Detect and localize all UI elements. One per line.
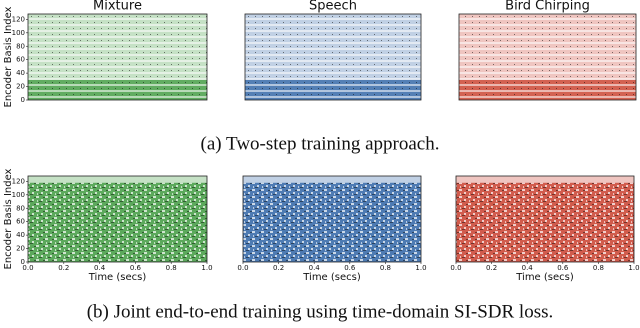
x-tick-label: 1.0 <box>628 264 639 272</box>
heatmap-texture <box>28 182 207 262</box>
heatmap-texture <box>28 14 207 100</box>
panel-title: Speech <box>309 0 357 14</box>
y-tick-label: 0 <box>21 258 25 266</box>
y-tick-label: 60 <box>16 56 25 64</box>
x-tick-label: 1.0 <box>201 264 212 272</box>
y-tick-label: 40 <box>16 69 25 77</box>
panel-frame <box>27 13 208 101</box>
panel-title: Mixture <box>93 0 142 14</box>
y-tick-label: 100 <box>12 191 25 199</box>
x-tick-label: 0.4 <box>522 264 534 272</box>
x-tick-label: 0.0 <box>22 264 33 272</box>
heatmap-texture <box>459 14 636 100</box>
heatmap-texture <box>456 182 634 262</box>
y-tick-label: 80 <box>16 42 25 50</box>
x-tick-label: 0.8 <box>166 264 177 272</box>
panel-frame <box>27 175 208 263</box>
y-tick-label: 80 <box>16 204 25 212</box>
x-axis-label: Time (secs) <box>302 272 361 283</box>
x-axis-label: Time (secs) <box>515 272 574 283</box>
panel-frame <box>455 175 635 263</box>
heatmap-top <box>243 176 421 183</box>
y-tick-label: 0 <box>21 96 25 104</box>
y-tick-label: 100 <box>12 29 25 37</box>
heatmap-top <box>456 176 634 183</box>
panel-frame <box>458 13 637 101</box>
y-tick-label: 20 <box>16 245 25 253</box>
y-tick-label: 40 <box>16 231 25 239</box>
x-tick-label: 0.0 <box>450 264 461 272</box>
y-tick-label: 20 <box>16 83 25 91</box>
x-tick-label: 0.2 <box>486 264 497 272</box>
heatmap-texture <box>245 14 421 100</box>
x-tick-label: 0.6 <box>344 264 356 272</box>
panel-frame <box>244 13 422 101</box>
x-tick-label: 0.6 <box>130 264 142 272</box>
y-tick-label: 120 <box>12 177 25 185</box>
x-tick-label: 0.6 <box>557 264 569 272</box>
caption: (a) Two-step training approach. <box>201 133 440 154</box>
panel-title: Bird Chirping <box>505 0 590 14</box>
y-axis-label: Encoder Basis Index <box>3 6 14 107</box>
x-tick-label: 0.8 <box>593 264 604 272</box>
x-axis-label: Time (secs) <box>88 272 147 283</box>
heatmap-top <box>28 176 207 183</box>
y-tick-label: 60 <box>16 218 25 226</box>
x-tick-label: 0.4 <box>94 264 106 272</box>
x-tick-label: 0.0 <box>237 264 248 272</box>
caption: (b) Joint end-to-end training using time… <box>87 301 554 322</box>
x-tick-label: 1.0 <box>415 264 426 272</box>
x-tick-label: 0.2 <box>273 264 284 272</box>
panel-frame <box>242 175 422 263</box>
x-tick-label: 0.2 <box>58 264 69 272</box>
y-tick-label: 120 <box>12 15 25 23</box>
x-tick-label: 0.8 <box>380 264 391 272</box>
content: Encoder Basis Index Mixture 0 20 40 60 80 100 12… <box>3 0 640 322</box>
x-tick-label: 0.4 <box>309 264 321 272</box>
y-axis-label: Encoder Basis Index <box>3 168 14 269</box>
heatmap-texture <box>243 182 421 262</box>
